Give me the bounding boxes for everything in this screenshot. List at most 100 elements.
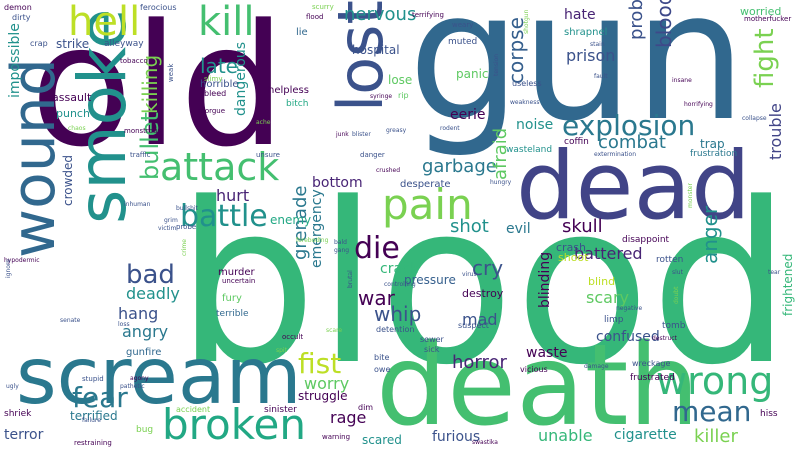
word-senate: senate bbox=[60, 317, 81, 324]
word-mad: mad bbox=[462, 310, 498, 329]
word-war: war bbox=[358, 286, 395, 310]
word-negative: negative bbox=[616, 305, 643, 312]
word-disappoint: disappoint bbox=[622, 235, 670, 245]
word-ignore: ignore bbox=[5, 259, 12, 278]
word-fault: fault bbox=[594, 73, 608, 80]
word-dead: dead bbox=[516, 132, 751, 241]
word-probe: probe bbox=[176, 223, 197, 231]
word-destroy: destroy bbox=[462, 287, 504, 300]
word-extermination: extermination bbox=[594, 151, 637, 158]
word-terrifying: terrifying bbox=[412, 11, 444, 19]
word-loss: loss bbox=[118, 321, 130, 328]
word-explosion: explosion bbox=[562, 109, 696, 142]
word-unsure: unsure bbox=[256, 151, 280, 159]
word-attack: attack bbox=[160, 145, 280, 189]
word-pain: pain bbox=[382, 180, 473, 229]
word-grim: grim bbox=[164, 217, 178, 224]
word-cigarette: cigarette bbox=[614, 427, 677, 443]
word-wasteland: wasteland bbox=[506, 145, 553, 155]
word-rotten: rotten bbox=[656, 255, 684, 265]
word-suspect: suspect bbox=[458, 321, 489, 330]
word-crushed: crushed bbox=[376, 167, 400, 174]
word-foreboding: foreboding bbox=[296, 237, 329, 244]
word-syringe: syringe bbox=[370, 93, 393, 100]
word-die: die bbox=[354, 231, 400, 266]
word-battered: battered bbox=[574, 244, 643, 263]
word-deadly: deadly bbox=[126, 284, 180, 303]
word-bitch: bitch bbox=[286, 99, 309, 109]
word-anger: anger bbox=[698, 205, 722, 264]
word-unable: unable bbox=[538, 426, 593, 445]
word-punch: punch bbox=[56, 107, 90, 120]
word-impossible: impossible bbox=[7, 23, 23, 98]
word-terrible: terrible bbox=[216, 309, 249, 319]
word-accident: accident bbox=[176, 405, 211, 414]
word-blood: blood bbox=[176, 156, 792, 414]
word-lie: lie bbox=[296, 27, 308, 38]
word-failure: failure bbox=[82, 417, 101, 424]
word-limp: limp bbox=[604, 315, 624, 325]
word-coffin: coffin bbox=[564, 137, 589, 147]
word-blister: blister bbox=[352, 131, 371, 138]
word-slimy: slimy bbox=[204, 75, 223, 83]
word-desperate: desperate bbox=[400, 179, 451, 190]
word-shrapnel: shrapnel bbox=[564, 27, 608, 38]
word-tobacco: tobacco bbox=[120, 57, 148, 65]
word-virus: virus bbox=[462, 271, 477, 278]
word-ugly: ugly bbox=[6, 383, 19, 390]
word-weary: weary bbox=[452, 21, 474, 29]
word-frustration: frustration bbox=[690, 149, 738, 159]
word-danger: danger bbox=[360, 151, 385, 159]
word-horrifying: horrifying bbox=[684, 101, 713, 108]
word-gun: gun bbox=[408, 0, 747, 160]
word-ache: ache bbox=[256, 119, 271, 126]
word-sinister: sinister bbox=[264, 405, 297, 415]
word-bloody: bloody bbox=[652, 0, 676, 48]
word-panic: panic bbox=[456, 67, 489, 81]
word-gang: gang bbox=[334, 247, 350, 254]
word-occult: occult bbox=[282, 333, 304, 341]
word-rodent: rodent bbox=[440, 125, 460, 132]
word-worry: worry bbox=[304, 374, 350, 393]
word-uncertain: uncertain bbox=[222, 277, 256, 285]
word-dirty: dirty bbox=[12, 13, 31, 22]
word-stupid: stupid bbox=[82, 375, 104, 383]
word-noise: noise bbox=[516, 117, 554, 133]
word-spit: spit bbox=[276, 347, 287, 354]
word-monster: monster bbox=[687, 183, 694, 208]
word-waste: waste bbox=[526, 345, 568, 361]
word-morgue: morgue bbox=[198, 107, 226, 115]
word-hell: hell bbox=[68, 0, 141, 45]
word-hurt: hurt bbox=[216, 186, 250, 205]
word-fury: fury bbox=[222, 293, 242, 304]
word-bite: bite bbox=[374, 353, 390, 362]
word-crash: crash bbox=[556, 241, 587, 254]
word-death: death bbox=[376, 321, 700, 450]
word-swastika: swastika bbox=[472, 439, 498, 446]
word-destruct: destruct bbox=[652, 335, 677, 342]
word-trap: trap bbox=[700, 137, 725, 151]
word-murder: murder bbox=[218, 267, 255, 278]
word-agony: agony bbox=[130, 375, 149, 382]
word-horror: horror bbox=[452, 352, 507, 373]
word-hungry: hungry bbox=[490, 179, 512, 186]
word-crap: crap bbox=[30, 39, 48, 48]
word-fear: fear bbox=[72, 381, 128, 414]
word-worried: worried bbox=[740, 5, 782, 18]
word-scared: scared bbox=[362, 433, 402, 447]
word-stain: stain bbox=[590, 41, 605, 48]
word-killer: killer bbox=[694, 426, 738, 447]
word-victim: victim bbox=[158, 225, 177, 232]
word-combat: combat bbox=[598, 132, 666, 153]
word-dim: dim bbox=[358, 403, 374, 412]
word-chaos: chaos bbox=[68, 125, 86, 132]
word-terrified: terrified bbox=[70, 409, 118, 423]
word-nervous: nervous bbox=[344, 4, 417, 25]
word-garbage: garbage bbox=[422, 156, 497, 177]
word-shot: shot bbox=[450, 216, 489, 237]
word-whip: whip bbox=[374, 302, 422, 326]
word-confused: confused bbox=[596, 329, 660, 345]
word-scurry: scurry bbox=[312, 3, 334, 11]
word-frustrated: frustrated bbox=[630, 373, 675, 383]
